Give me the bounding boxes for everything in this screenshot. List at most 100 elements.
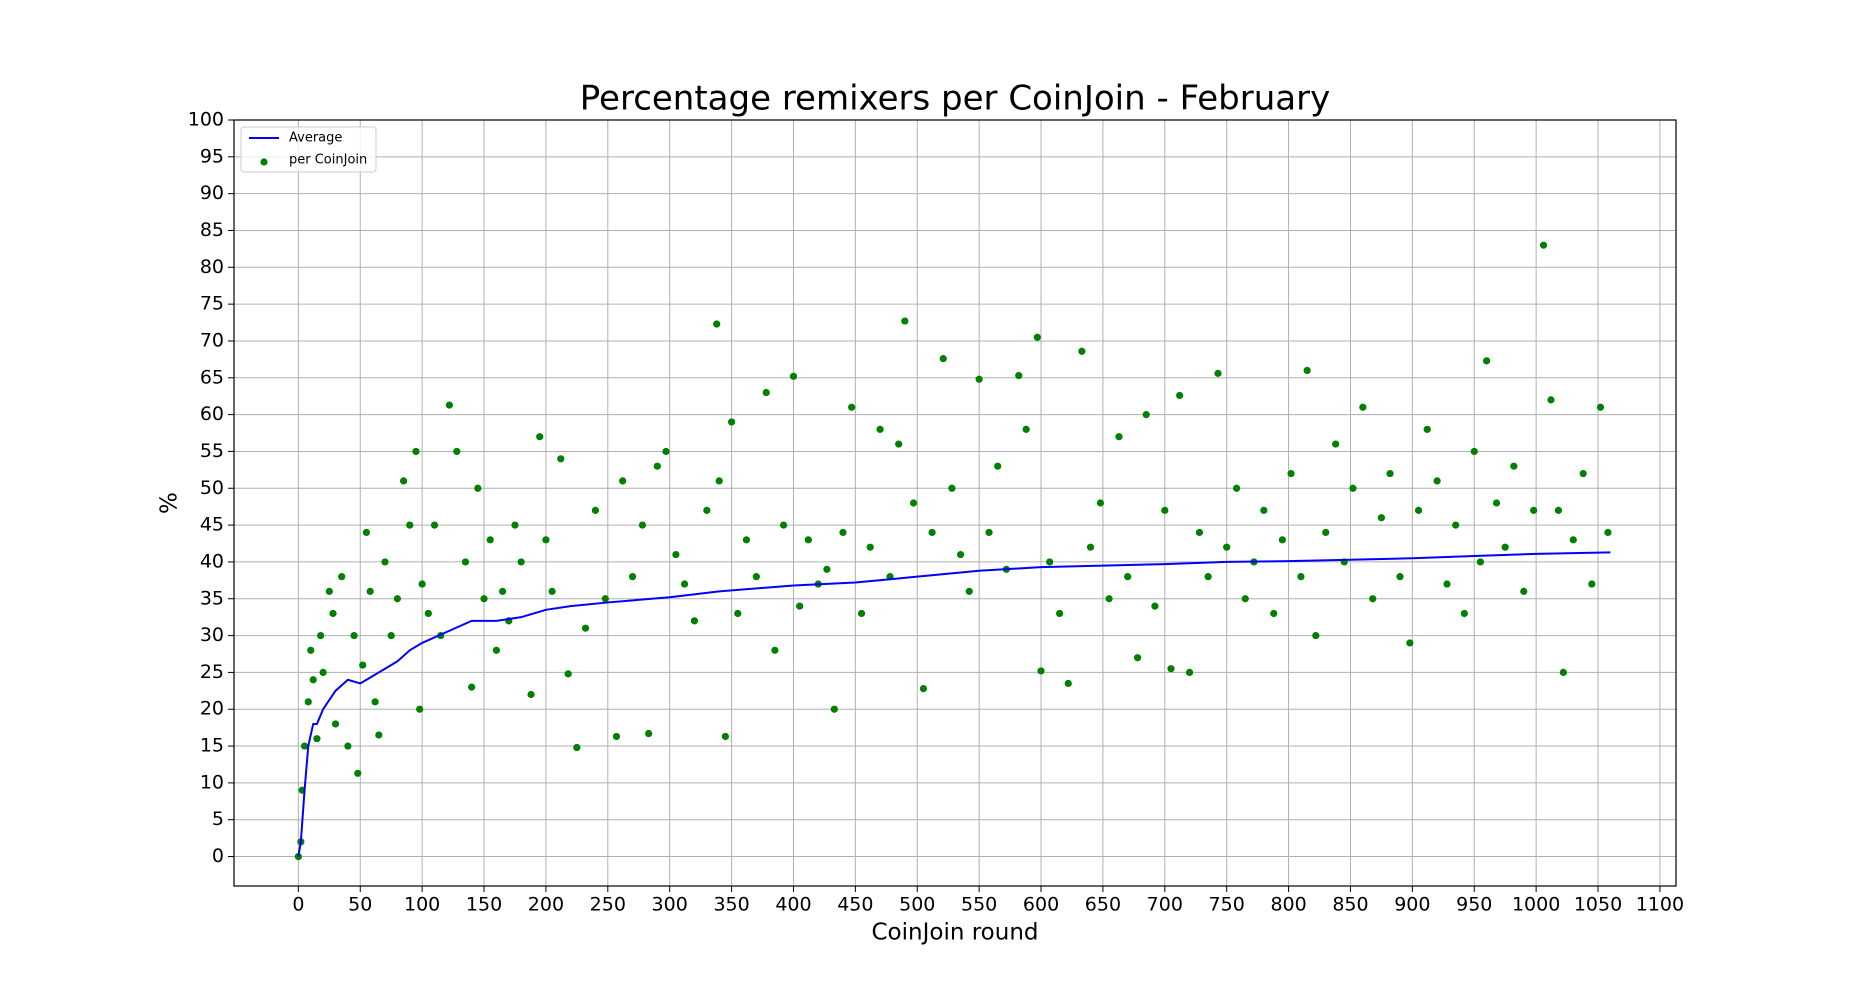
y-axis-label: % — [157, 492, 183, 514]
point — [344, 742, 352, 750]
point — [359, 661, 367, 669]
point — [1115, 433, 1123, 441]
point — [418, 580, 426, 588]
point — [727, 418, 736, 426]
y-tick-label: 85 — [200, 219, 224, 241]
point — [591, 506, 600, 514]
point — [1476, 558, 1485, 566]
point — [653, 462, 661, 470]
point — [713, 320, 721, 328]
point — [1297, 573, 1305, 581]
point — [1096, 499, 1105, 507]
point — [1559, 668, 1567, 677]
point — [1303, 366, 1311, 375]
point — [445, 401, 453, 409]
point — [939, 355, 947, 363]
point — [1492, 499, 1501, 507]
point — [1022, 425, 1030, 433]
point — [1124, 573, 1132, 581]
point — [329, 609, 337, 618]
point — [1195, 528, 1204, 537]
x-tick-label: 750 — [1209, 894, 1245, 916]
point — [350, 631, 358, 640]
point — [742, 536, 751, 544]
point — [804, 536, 812, 544]
point — [313, 735, 321, 743]
point — [1055, 609, 1064, 618]
point — [762, 388, 770, 397]
point — [1332, 440, 1340, 448]
point — [304, 698, 312, 706]
point — [662, 447, 670, 456]
point — [1510, 462, 1518, 470]
point — [1547, 396, 1555, 404]
point — [1423, 425, 1431, 433]
point — [375, 731, 383, 739]
x-tick-label: 550 — [961, 894, 997, 916]
point — [536, 433, 544, 441]
point — [319, 668, 327, 677]
point — [734, 609, 742, 618]
point — [690, 617, 699, 625]
point — [362, 528, 371, 537]
x-tick-label: 0 — [292, 894, 304, 916]
point — [619, 477, 627, 485]
point — [1539, 241, 1548, 249]
point — [1396, 573, 1404, 581]
point — [601, 595, 609, 603]
point — [1386, 469, 1394, 478]
x-tick-label: 850 — [1332, 894, 1368, 916]
y-tick-label: 20 — [200, 698, 224, 720]
point — [1501, 543, 1509, 551]
point — [416, 705, 424, 713]
point — [399, 477, 408, 485]
point — [1596, 403, 1605, 411]
point — [517, 558, 525, 566]
point — [645, 729, 653, 738]
point — [975, 375, 983, 383]
point — [1520, 587, 1528, 595]
point — [612, 732, 621, 741]
y-tick-label: 0 — [212, 845, 224, 867]
x-tick-label: 800 — [1270, 894, 1306, 916]
y-tick-label: 95 — [200, 145, 224, 167]
point — [1142, 411, 1150, 419]
point — [638, 521, 647, 529]
point — [430, 521, 439, 529]
point — [1414, 506, 1423, 514]
x-tick-label: 250 — [590, 894, 626, 916]
x-tick-label: 650 — [1085, 894, 1121, 916]
point — [1033, 333, 1041, 341]
y-tick-label: 35 — [200, 587, 224, 609]
point — [1241, 595, 1249, 603]
point — [1064, 679, 1072, 688]
point — [564, 670, 572, 678]
point — [300, 742, 309, 750]
point — [1579, 469, 1587, 478]
x-tick-label: 950 — [1456, 894, 1492, 916]
x-tick-label: 350 — [713, 894, 749, 916]
point — [573, 743, 581, 752]
x-tick-label: 1000 — [1512, 894, 1560, 916]
point — [823, 565, 831, 573]
point — [895, 440, 903, 448]
point — [1161, 506, 1169, 514]
y-tick-label: 65 — [200, 366, 224, 388]
grid — [234, 119, 1676, 886]
point — [857, 609, 866, 618]
point — [1554, 506, 1563, 514]
point — [1232, 484, 1241, 492]
x-tick-label: 600 — [1023, 894, 1059, 916]
point — [721, 732, 729, 741]
x-tick-label: 300 — [652, 894, 688, 916]
y-tick-label: 70 — [200, 329, 224, 351]
point — [1185, 668, 1194, 677]
x-tick-label: 50 — [348, 894, 372, 916]
point — [1406, 639, 1414, 647]
point — [1046, 558, 1054, 566]
y-tick-label: 15 — [200, 735, 224, 757]
x-tick-label: 400 — [775, 894, 811, 916]
point — [1151, 602, 1159, 610]
point — [1443, 580, 1451, 588]
